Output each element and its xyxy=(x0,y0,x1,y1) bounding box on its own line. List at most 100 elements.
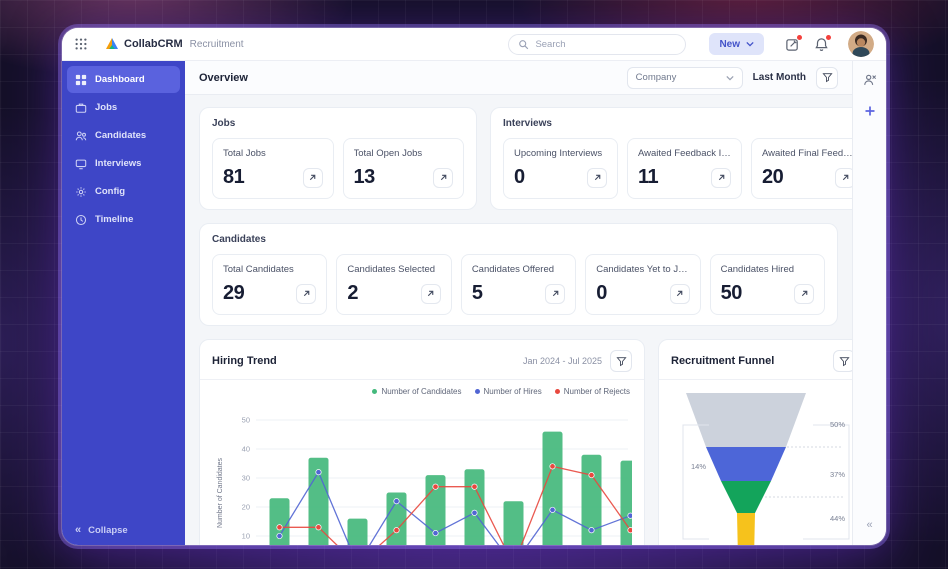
sidebar-item-label: Jobs xyxy=(95,102,118,113)
sidebar-item-interviews[interactable]: Interviews xyxy=(67,150,180,177)
compose-icon[interactable] xyxy=(785,34,802,52)
jobs-icon xyxy=(75,102,87,114)
collabcrm-logo-icon xyxy=(105,37,119,51)
sidebar-item-candidates[interactable]: Candidates xyxy=(67,122,180,149)
open-metric-button[interactable] xyxy=(587,167,607,188)
period-selector[interactable]: Last Month xyxy=(752,72,806,83)
hiring-trend-title: Hiring Trend xyxy=(212,355,277,367)
search-box[interactable] xyxy=(508,33,687,55)
open-metric-button[interactable] xyxy=(794,283,815,304)
metric-label: Upcoming Interviews xyxy=(514,148,603,159)
svg-text:10: 10 xyxy=(242,532,250,541)
legend-item: Number of Hires xyxy=(474,387,542,396)
kpi-section-title: Candidates xyxy=(212,234,266,245)
open-metric-button[interactable] xyxy=(433,167,453,188)
page-title: Overview xyxy=(199,71,248,84)
sidebar-item-timeline[interactable]: Timeline xyxy=(67,206,180,233)
new-button[interactable]: New xyxy=(709,33,764,55)
metric-value: 0 xyxy=(514,166,525,188)
sidebar-item-jobs[interactable]: Jobs xyxy=(67,94,180,121)
metric-card: Candidates Offered 5 xyxy=(460,254,577,315)
compose-notification-dot xyxy=(797,34,802,40)
metric-label: Total Jobs xyxy=(223,148,266,159)
metric-card: Candidates Selected 2 xyxy=(336,254,452,315)
open-metric-button[interactable] xyxy=(711,167,731,188)
hiring-trend-period: Jan 2024 - Jul 2025 xyxy=(522,356,602,366)
metric-value: 81 xyxy=(223,166,245,188)
metric-value: 20 xyxy=(762,166,784,188)
add-icon[interactable] xyxy=(864,105,876,117)
brand-name: CollabCRM xyxy=(124,38,183,50)
open-metric-button[interactable] xyxy=(669,283,690,304)
company-dropdown[interactable]: Company xyxy=(626,66,743,89)
metric-card: Awaited Final Feedb... 20 xyxy=(751,138,866,199)
search-input[interactable] xyxy=(535,38,677,50)
chevrons-left-icon: « xyxy=(75,523,82,536)
sidebar-collapse-button[interactable]: « Collapse xyxy=(62,515,185,545)
metric-value: 50 xyxy=(720,282,743,304)
user-pending-icon[interactable] xyxy=(863,73,877,87)
sidebar-item-config[interactable]: Config xyxy=(67,178,180,205)
new-button-label: New xyxy=(719,38,740,50)
sidebar-item-label: Interviews xyxy=(95,158,142,169)
interviews-kpi-section: Interviews Upcoming Interviews 0 Awaited Fe… xyxy=(490,107,879,210)
legend-item: Number of Rejects xyxy=(554,387,630,396)
search-icon xyxy=(518,39,529,50)
kpi-section-title: Jobs xyxy=(212,118,236,129)
company-dropdown-value: Company xyxy=(635,72,677,83)
svg-text:50%: 50% xyxy=(830,420,845,429)
app-window: CollabCRM Recruitment New xyxy=(62,28,886,545)
svg-text:30: 30 xyxy=(242,474,250,483)
sidebar: Dashboard Jobs Candidates Interviews Config T… xyxy=(62,61,185,545)
sidebar-item-label: Dashboard xyxy=(95,74,145,85)
config-icon xyxy=(75,186,87,198)
hiring-trend-chart: 10 20 30 40 50 Number of Candidates xyxy=(212,398,632,545)
metric-label: Candidates Offered xyxy=(471,264,555,275)
bell-notification-dot xyxy=(826,34,831,40)
hiring-trend-filter-button[interactable] xyxy=(610,350,632,372)
collapse-label: Collapse xyxy=(88,524,128,536)
svg-text:44%: 44% xyxy=(830,514,845,523)
metric-value: 0 xyxy=(596,282,607,304)
sidebar-item-dashboard[interactable]: Dashboard xyxy=(67,66,180,93)
metric-value: 5 xyxy=(471,282,483,304)
kpi-section-title: Interviews xyxy=(503,118,552,129)
svg-text:Number of Candidates: Number of Candidates xyxy=(217,457,224,528)
metric-label: Total Candidates xyxy=(223,264,294,275)
metric-card: Total Candidates 29 xyxy=(212,254,328,315)
sidebar-item-label: Config xyxy=(95,186,126,197)
legend-dot xyxy=(554,389,560,394)
dashboard-content: Jobs Total Jobs 81 Total Open Jobs 13 Interv… xyxy=(185,95,879,545)
legend-label: Number of Hires xyxy=(483,387,542,396)
candidates-kpi-section: Candidates Total Candidates 29 Candidates S… xyxy=(199,223,838,326)
bell-icon[interactable] xyxy=(814,34,831,52)
app-launcher-icon[interactable] xyxy=(74,37,88,51)
metric-card: Candidates Yet to Join 0 xyxy=(585,254,701,315)
metric-label: Awaited Feedback In... xyxy=(638,148,731,159)
metric-card: Candidates Hired 50 xyxy=(709,254,826,315)
svg-text:37%: 37% xyxy=(830,470,845,479)
open-metric-button[interactable] xyxy=(420,283,441,304)
sidebar-item-label: Timeline xyxy=(95,214,134,225)
rail-collapse-icon[interactable]: « xyxy=(866,519,873,531)
interviews-icon xyxy=(75,158,87,170)
timeline-icon xyxy=(75,214,87,226)
legend-label: Number of Candidates xyxy=(381,387,462,396)
filter-button[interactable] xyxy=(816,66,838,89)
metric-label: Candidates Yet to Join xyxy=(596,264,690,275)
metric-label: Awaited Final Feedb... xyxy=(762,148,855,159)
brand[interactable]: CollabCRM Recruitment xyxy=(105,37,244,51)
svg-text:20: 20 xyxy=(242,503,250,512)
metric-label: Total Open Jobs xyxy=(353,148,423,159)
chevron-down-icon xyxy=(726,75,734,81)
jobs-kpi-section: Jobs Total Jobs 81 Total Open Jobs 13 xyxy=(199,107,477,210)
open-metric-button[interactable] xyxy=(545,283,566,304)
open-metric-button[interactable] xyxy=(296,283,317,304)
right-rail: « xyxy=(852,61,886,545)
user-avatar[interactable] xyxy=(848,31,874,57)
hiring-trend-card: Hiring Trend Jan 2024 - Jul 2025 xyxy=(199,339,645,545)
metric-value: 13 xyxy=(353,166,376,188)
metric-card: Upcoming Interviews 0 xyxy=(503,138,618,199)
metric-value: 29 xyxy=(223,282,245,304)
open-metric-button[interactable] xyxy=(302,167,323,188)
